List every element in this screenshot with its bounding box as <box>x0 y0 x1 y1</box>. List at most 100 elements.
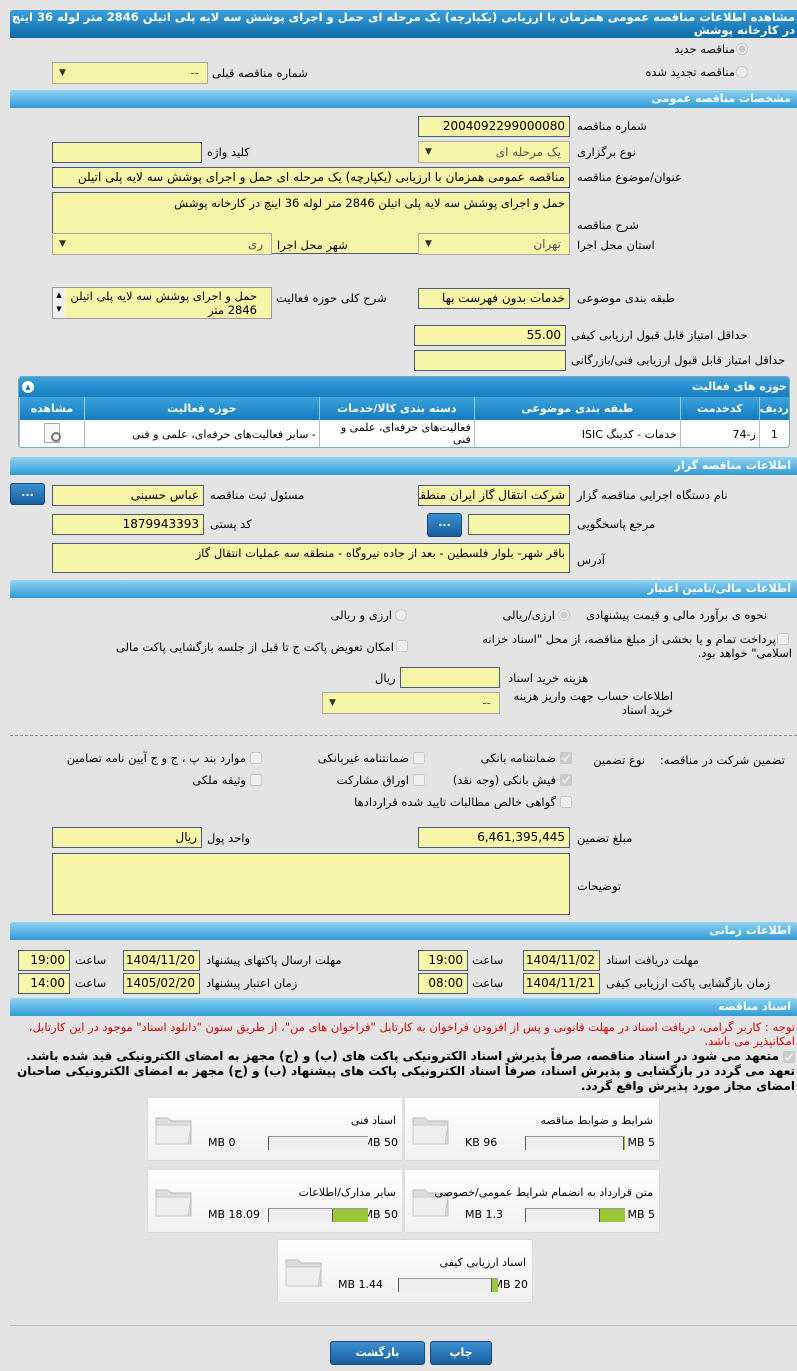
subject-field[interactable]: مناقصه عمومی همزمان با ارزیابی (یکپارچه)… <box>52 167 570 188</box>
min-tech-label: حداقل امتیاز قابل قبول ارزیابی فنی/بازرگ… <box>571 353 786 367</box>
doc-cost-unit: ریال <box>375 671 396 685</box>
pledge-text: متعهد می شود در اسناد مناقصه، صرفاً پذیر… <box>16 1049 795 1093</box>
guarantee-option-label: فیش بانکی (وجه نقد) <box>452 773 556 787</box>
scrollbar[interactable]: ▲ ▼ <box>53 288 65 318</box>
document-size-fill <box>599 1209 625 1222</box>
tender-number-field[interactable]: 2004092299000080 <box>418 116 570 137</box>
category-field[interactable]: خدمات بدون فهرست بها <box>418 288 570 309</box>
city-select[interactable]: ری ▼ <box>52 233 272 255</box>
prev-number-label: شماره مناقصه قبلی <box>212 66 308 80</box>
guarantee-option-label: اوراق مشارکت <box>336 773 409 787</box>
view-document-icon[interactable] <box>43 422 61 443</box>
hour-label: ساعت <box>75 953 107 967</box>
document-size-bar <box>268 1208 368 1222</box>
document-card[interactable]: اسناد ارزیابی کیفی 20 MB 1.44 MB <box>278 1240 532 1302</box>
currency-rial-radio[interactable] <box>558 609 570 621</box>
guarantee-amount-label: مبلغ تضمین <box>577 831 633 845</box>
folder-icon <box>412 1117 449 1145</box>
opening-time-field[interactable]: 08:00 <box>418 973 468 994</box>
min-quality-field[interactable]: 55.00 <box>414 325 566 346</box>
subject-label: عنوان/موضوع مناقصه <box>577 170 682 184</box>
currency-field[interactable]: ریال <box>52 827 202 848</box>
collapse-icon[interactable]: ▲ <box>22 381 34 393</box>
activities-table: ردیف کدخدمت طبقه بندی موضوعی دسته بندی کالا… <box>19 397 789 447</box>
guarantee-amount-field[interactable]: 6,461,395,445 <box>418 827 570 848</box>
opening-date-field[interactable]: 1404/11/21 <box>523 973 600 994</box>
document-name: اسناد فنی <box>350 1114 396 1127</box>
responsible-field[interactable]: عباس حسینی <box>52 485 204 506</box>
guarantee-option-label: ضمانتنامه بانکی <box>480 751 556 765</box>
print-button[interactable]: چاپ <box>430 1341 492 1365</box>
cell-category: خدمات - کدینگ ISIC <box>473 420 681 447</box>
document-card[interactable]: سایر مدارک/اطلاعات 50 MB 18.09 MB <box>148 1170 402 1232</box>
category-label: طبقه بندی موضوعی <box>577 291 675 305</box>
account-select[interactable]: -- ▼ <box>322 692 500 714</box>
currency-both-label: ارزی و ریالی <box>330 608 392 622</box>
cell-code: ز-74 <box>679 420 760 447</box>
prev-number-select[interactable]: -- ▼ <box>52 62 208 84</box>
divider <box>10 1325 797 1326</box>
document-card[interactable]: اسناد فنی 50 MB 0 MB <box>148 1098 402 1160</box>
chevron-down-icon: ▼ <box>329 698 336 708</box>
guarantee-option-checkbox[interactable] <box>413 774 425 786</box>
document-size-bar <box>268 1136 368 1150</box>
folder-icon <box>155 1189 192 1217</box>
document-size-bar <box>398 1278 498 1292</box>
section-documents: اسناد مناقصه <box>10 998 797 1016</box>
new-tender-label: مناقصه جدید <box>674 42 735 56</box>
new-tender-radio[interactable] <box>736 43 748 55</box>
min-tech-field[interactable] <box>414 350 566 371</box>
renewed-tender-radio[interactable] <box>736 66 748 78</box>
cell-field: - سایر فعالیت‌های حرفه‌ای، علمی و فنی <box>83 420 320 447</box>
select-reference-button[interactable]: ... <box>427 513 462 537</box>
postal-code-field[interactable]: 1879943393 <box>52 514 204 535</box>
province-value: تهران <box>533 237 561 251</box>
activity-desc-textarea[interactable]: حمل و اجرای پوشش سه لایه پلی اتیلن 2846 … <box>52 287 272 319</box>
document-size: 1.44 MB <box>338 1278 384 1291</box>
guarantee-option-checkbox[interactable] <box>250 752 262 764</box>
document-card[interactable]: شرایط و ضوابط مناقصه 5 MB 96 KB <box>405 1098 659 1160</box>
activities-header: حوزه های فعالیت <box>692 380 787 393</box>
validity-date-field[interactable]: 1405/02/20 <box>123 973 200 994</box>
validity-time-field[interactable]: 14:00 <box>18 973 70 994</box>
tender-type-label: نوع برگزاری <box>577 145 636 159</box>
guarantee-option-checkbox[interactable] <box>560 774 572 786</box>
document-max-size: 5 MB <box>627 1208 655 1221</box>
keyword-field[interactable] <box>52 142 202 163</box>
document-size-fill <box>490 1279 498 1292</box>
pledge-checkbox[interactable] <box>783 1051 795 1063</box>
document-max-size: 20 MB <box>493 1278 528 1291</box>
renewed-tender-label: مناقصه تجدید شده <box>645 65 735 79</box>
col-header: کدخدمت <box>679 397 760 420</box>
document-card[interactable]: متن قرارداد به انضمام شرایط عمومی/خصوصی … <box>405 1170 659 1232</box>
treasury-checkbox[interactable] <box>777 633 789 645</box>
cell-index: 1 <box>758 420 789 447</box>
notes-textarea[interactable] <box>52 853 570 915</box>
currency-both-radio[interactable] <box>395 609 407 621</box>
submit-deadline-field[interactable]: 1404/11/20 <box>123 950 200 971</box>
province-select[interactable]: تهران ▼ <box>418 233 570 255</box>
guarantee-option-checkbox[interactable] <box>250 774 262 786</box>
chevron-down-icon: ▼ <box>59 68 66 78</box>
chevron-down-icon: ▼ <box>425 147 432 157</box>
reference-field[interactable] <box>468 514 570 535</box>
select-responsible-button[interactable]: ... <box>10 483 45 505</box>
swap-checkbox[interactable] <box>396 640 408 652</box>
address-textarea[interactable]: باقر شهر- بلوار فلسطین - بعد از جاده نیر… <box>52 543 570 573</box>
guarantee-option-checkbox[interactable] <box>560 796 572 808</box>
guarantee-option-checkbox[interactable] <box>560 752 572 764</box>
guarantee-option-checkbox[interactable] <box>413 752 425 764</box>
documents-note: توجه : کاربر گرامی، دریافت اسناد در مهلت… <box>28 1020 795 1048</box>
document-name: متن قرارداد به انضمام شرایط عمومی/خصوصی <box>434 1186 653 1199</box>
tender-type-select[interactable]: یک مرحله ای ▼ <box>418 141 570 163</box>
opening-date-label: زمان بازگشایی پاکت ارزیابی کیفی <box>606 976 771 990</box>
doc-cost-field[interactable] <box>400 667 500 688</box>
notes-label: توضیحات <box>577 879 622 893</box>
doc-deadline-field[interactable]: 1404/11/02 <box>523 950 600 971</box>
back-button[interactable]: بازگشت <box>330 1341 425 1365</box>
submit-time-field[interactable]: 19:00 <box>18 950 70 971</box>
responsible-label: مسئول ثبت مناقصه <box>210 488 305 502</box>
keyword-label: کلید واژه <box>207 145 250 159</box>
doc-deadline-time-field[interactable]: 19:00 <box>418 950 468 971</box>
organization-field[interactable]: شرکت انتقال گاز ایران منطقه <box>418 485 570 506</box>
